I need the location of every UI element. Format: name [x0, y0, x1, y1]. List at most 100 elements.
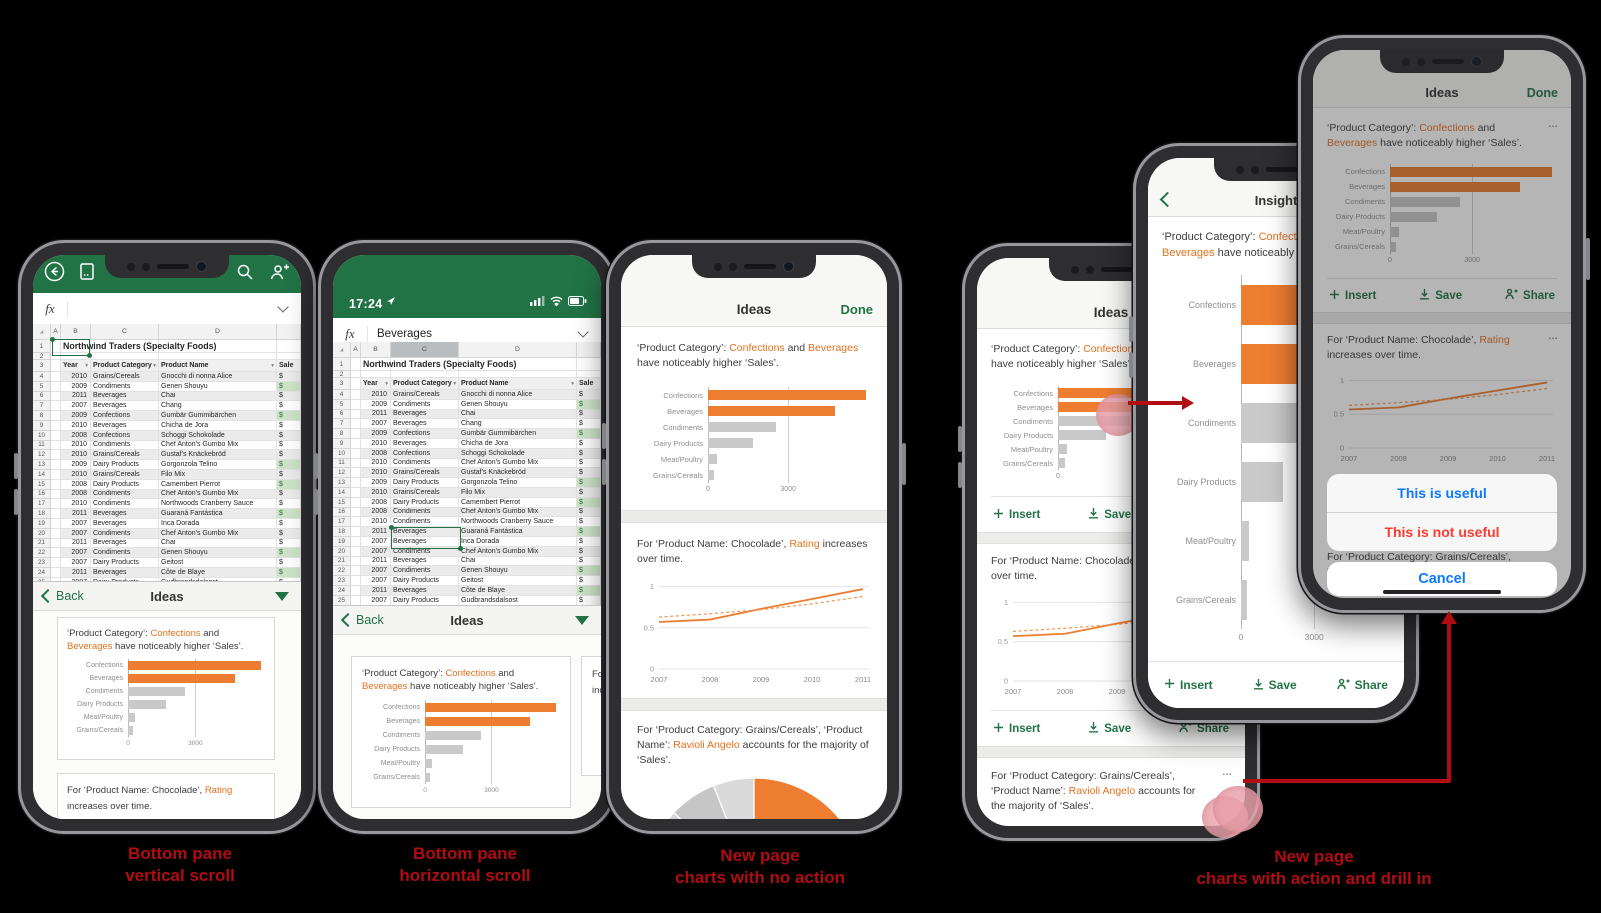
cell-product[interactable]: Côte de Blaye: [159, 567, 277, 578]
volume-button[interactable]: [958, 462, 962, 488]
cell-category[interactable]: Beverages: [91, 567, 159, 578]
cell-sales[interactable]: $: [577, 576, 601, 586]
power-button[interactable]: [902, 443, 906, 485]
cell-sales[interactable]: $: [577, 409, 601, 420]
cell-year[interactable]: 2011: [361, 585, 391, 596]
column-header-C[interactable]: C: [91, 324, 159, 340]
column-header-A[interactable]: A: [351, 342, 361, 358]
more-menu-icon[interactable]: …: [1548, 119, 1559, 130]
insight-card-rating[interactable]: For ‘Product Name: Chocolade’, Rating in…: [57, 773, 275, 819]
cell-year[interactable]: 2009: [61, 411, 91, 421]
row-number[interactable]: 12: [33, 450, 51, 461]
cell-sales[interactable]: $: [277, 469, 301, 480]
row-number[interactable]: 4: [33, 372, 51, 382]
header-year[interactable]: Year ▾: [361, 378, 391, 390]
cell-year[interactable]: 2007: [61, 401, 91, 412]
cell-sales[interactable]: $: [577, 399, 601, 410]
volume-button[interactable]: [1129, 316, 1133, 342]
cell-year[interactable]: 2010: [361, 517, 391, 528]
cell-category[interactable]: Confections: [391, 429, 459, 439]
cell-product[interactable]: Côte de Blaye: [459, 585, 577, 596]
collapse-triangle-icon[interactable]: [575, 616, 589, 625]
cell-product[interactable]: Gumbär Gummibärchen: [159, 411, 277, 421]
cell-year[interactable]: 2008: [61, 430, 91, 441]
cell-category[interactable]: Condiments: [391, 458, 459, 469]
cell-product[interactable]: Chang: [459, 419, 577, 430]
cell-year[interactable]: 2011: [61, 509, 91, 519]
cell-category[interactable]: Condiments: [391, 517, 459, 528]
cell-sales[interactable]: $: [277, 420, 301, 431]
more-menu-icon[interactable]: …: [1222, 767, 1233, 778]
cell-year[interactable]: 2010: [61, 450, 91, 461]
select-all-corner[interactable]: ◢: [333, 342, 351, 358]
cell-category[interactable]: Confections: [91, 430, 159, 441]
column-header-D[interactable]: D: [159, 324, 277, 340]
cell-category[interactable]: Condiments: [391, 399, 459, 410]
cell-year[interactable]: 2009: [361, 429, 391, 439]
save-button[interactable]: Save: [1419, 288, 1462, 303]
cell-product[interactable]: Chang: [159, 401, 277, 412]
cell-sales[interactable]: $: [577, 527, 601, 537]
insert-button[interactable]: Insert: [1164, 678, 1213, 692]
row-number[interactable]: 16: [33, 489, 51, 500]
cell-product[interactable]: Genen Shouyu: [159, 548, 277, 559]
cell-category[interactable]: Condiments: [91, 528, 159, 539]
cell-year[interactable]: 2007: [361, 566, 391, 577]
cell-sales[interactable]: $: [277, 411, 301, 421]
cell-year[interactable]: 2008: [61, 489, 91, 500]
row-number[interactable]: 20: [33, 528, 51, 539]
header-product[interactable]: Product Name ▾: [159, 360, 277, 372]
cell-year[interactable]: 2009: [61, 460, 91, 470]
cell-sales[interactable]: $: [277, 391, 301, 402]
cell-category[interactable]: Grains/Cereals: [91, 450, 159, 461]
cell-sales[interactable]: $: [577, 585, 601, 596]
cell-sales[interactable]: $: [577, 438, 601, 449]
insert-button[interactable]: Insert: [1329, 289, 1376, 303]
cell-year[interactable]: 2007: [361, 419, 391, 430]
cell-category[interactable]: Condiments: [91, 440, 159, 451]
volume-button[interactable]: [602, 423, 606, 449]
cell-sales[interactable]: $: [277, 489, 301, 500]
cell-sales[interactable]: $: [277, 450, 301, 461]
row-number[interactable]: 2: [333, 371, 351, 378]
cell-product[interactable]: Gorgonzola Telino: [159, 460, 277, 470]
cell-category[interactable]: Beverages: [391, 438, 459, 449]
cell-product[interactable]: Geitost: [459, 576, 577, 586]
cell-year[interactable]: 2010: [61, 499, 91, 510]
insight-card-rating[interactable]: For ‘Product Name: Chocolade’, Rating in…: [581, 656, 601, 776]
cell-year[interactable]: 2011: [361, 527, 391, 537]
cell-sales[interactable]: $: [577, 390, 601, 400]
useful-button[interactable]: This is useful: [1397, 485, 1487, 501]
cell-product[interactable]: Northwoods Cranberry Sauce: [159, 499, 277, 510]
cell-selection-c19[interactable]: [389, 525, 463, 551]
back-button[interactable]: Back: [340, 612, 384, 628]
cell-product[interactable]: Geitost: [159, 558, 277, 568]
insert-button[interactable]: Insert: [993, 722, 1040, 736]
cell-sales[interactable]: $: [577, 419, 601, 430]
column-header-B[interactable]: B: [61, 324, 91, 340]
cell-sales[interactable]: $: [577, 468, 601, 479]
cell-product[interactable]: Camembert Pierrot: [159, 479, 277, 490]
column-header-B[interactable]: B: [361, 342, 391, 358]
cell-category[interactable]: Beverages: [91, 391, 159, 402]
row-number[interactable]: 17: [333, 517, 351, 528]
row-number[interactable]: 21: [333, 556, 351, 567]
chevron-down-icon[interactable]: [277, 301, 289, 313]
cell-sales[interactable]: $: [277, 381, 301, 392]
row-number[interactable]: 8: [33, 411, 51, 421]
row-number[interactable]: 22: [333, 566, 351, 577]
cell-year[interactable]: 2011: [361, 409, 391, 420]
cell-product[interactable]: Chef Anton's Gumbo Mix: [459, 458, 577, 469]
cell-sales[interactable]: $: [577, 566, 601, 577]
cell-category[interactable]: Confections: [91, 411, 159, 421]
cell-sales[interactable]: $: [577, 478, 601, 488]
ideas-bottom-pane[interactable]: ‘Product Category’: Confections and Beve…: [333, 634, 601, 819]
volume-button[interactable]: [1129, 352, 1133, 378]
cell-product[interactable]: Gustaf's Knäckebröd: [459, 468, 577, 479]
cell-sales[interactable]: $: [277, 528, 301, 539]
cell-year[interactable]: 2011: [361, 556, 391, 567]
cell-product[interactable]: Gorgonzola Telino: [459, 478, 577, 488]
cell-category[interactable]: Dairy Products: [91, 558, 159, 568]
select-all-corner[interactable]: ◢: [33, 324, 51, 340]
cell-year[interactable]: 2010: [361, 438, 391, 449]
